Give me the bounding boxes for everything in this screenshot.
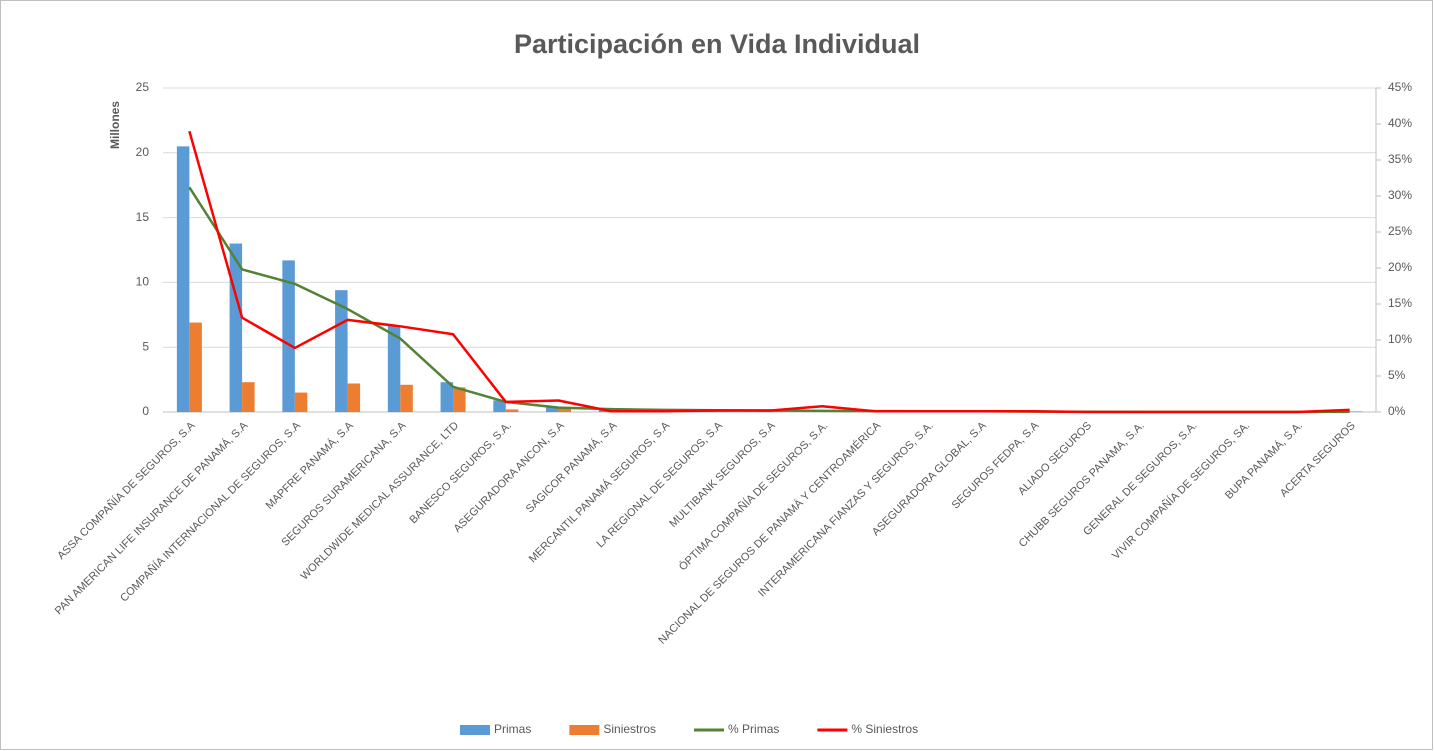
bar bbox=[242, 382, 255, 412]
chart-title: Participación en Vida Individual bbox=[514, 29, 920, 59]
bar bbox=[189, 322, 202, 412]
y2-tick-label: 40% bbox=[1388, 116, 1412, 130]
legend-label: Primas bbox=[494, 722, 531, 736]
bar bbox=[493, 400, 506, 412]
legend-label: Siniestros bbox=[603, 722, 656, 736]
bar bbox=[440, 382, 454, 412]
bar bbox=[505, 409, 519, 412]
bar bbox=[453, 387, 466, 412]
bar bbox=[558, 408, 572, 412]
legend-swatch bbox=[460, 725, 490, 735]
y2-tick-label: 10% bbox=[1388, 332, 1412, 346]
y-tick-label: 0 bbox=[142, 404, 149, 418]
y2-tick-label: 35% bbox=[1388, 152, 1412, 166]
legend-label: % Primas bbox=[728, 722, 779, 736]
bar bbox=[546, 406, 559, 412]
legend-label: % Siniestros bbox=[851, 722, 918, 736]
y2-tick-label: 0% bbox=[1388, 404, 1406, 418]
legend-swatch bbox=[569, 725, 600, 735]
y2-tick-label: 20% bbox=[1388, 260, 1412, 274]
bar bbox=[176, 146, 190, 412]
bar bbox=[294, 392, 308, 412]
bar bbox=[1349, 411, 1363, 412]
y-tick-label: 20 bbox=[136, 145, 150, 159]
line bbox=[188, 130, 1350, 414]
bar bbox=[347, 383, 361, 412]
y-tick-label: 5 bbox=[142, 339, 149, 353]
y-tick-label: 15 bbox=[136, 210, 150, 224]
y2-tick-label: 25% bbox=[1388, 224, 1412, 238]
y2-tick-label: 45% bbox=[1388, 80, 1412, 94]
y-tick-label: 10 bbox=[136, 275, 150, 289]
y-tick-label: 25 bbox=[136, 80, 150, 94]
y-axis-label: Millones bbox=[108, 101, 122, 149]
bar bbox=[387, 325, 401, 412]
bar bbox=[400, 384, 413, 412]
y2-tick-label: 30% bbox=[1388, 188, 1412, 202]
y2-tick-label: 15% bbox=[1388, 296, 1412, 310]
bar bbox=[282, 260, 295, 412]
y2-tick-label: 5% bbox=[1388, 368, 1406, 382]
